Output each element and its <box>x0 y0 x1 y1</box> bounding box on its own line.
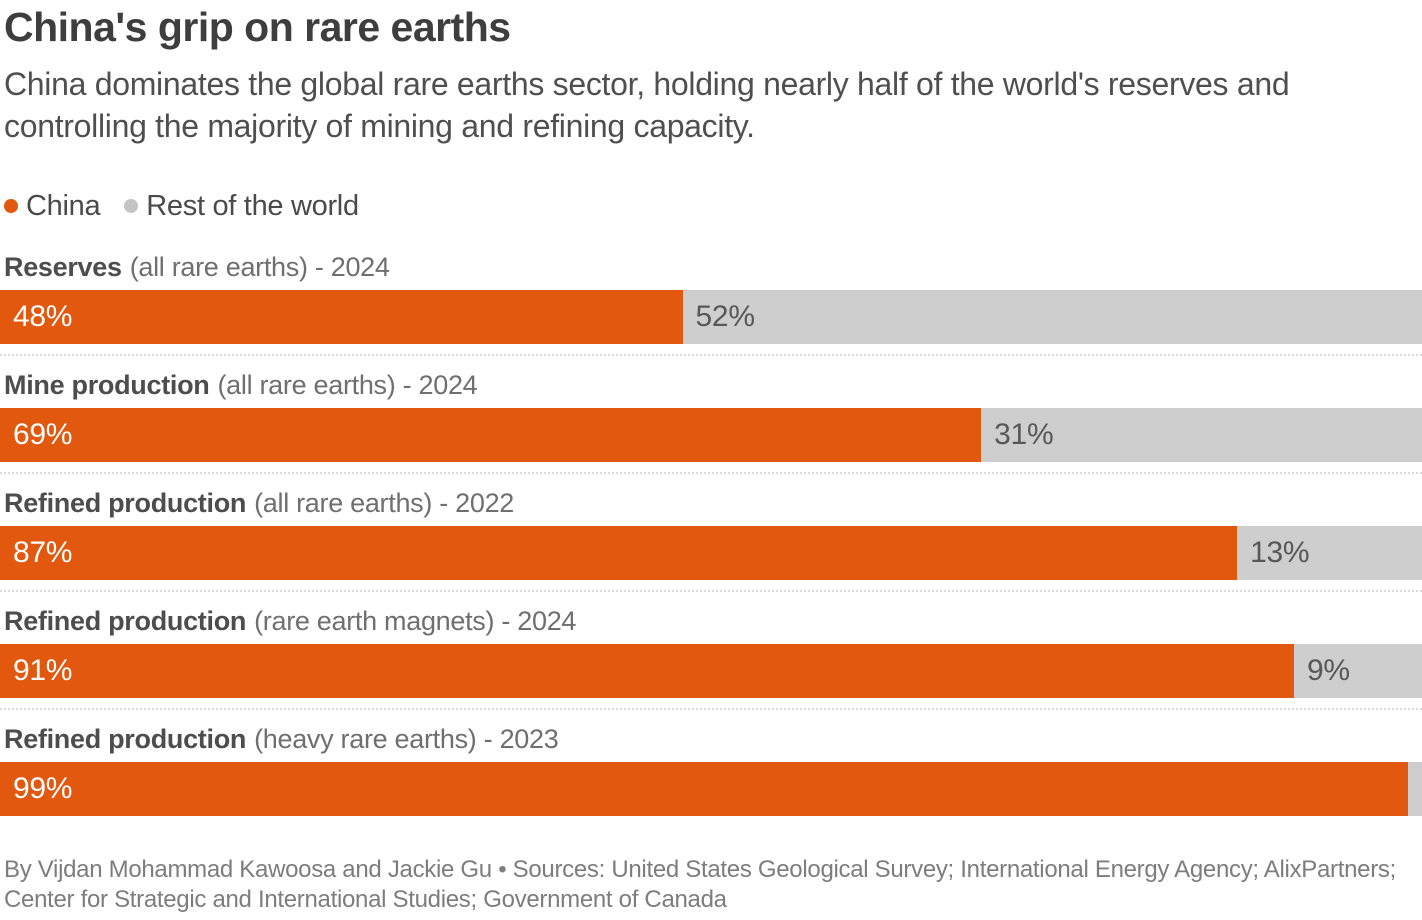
stacked-bar: 91% 9% <box>0 644 1422 698</box>
stacked-bar: 99% <box>0 762 1422 816</box>
bar-segment-china: 99% <box>0 762 1408 816</box>
legend-dot-china-icon <box>4 199 18 213</box>
dotted-separator <box>0 472 1422 474</box>
bar-segment-china: 69% <box>0 408 982 462</box>
legend: China Rest of the world <box>4 189 1422 223</box>
bar-row-label: Mine production (all rare earths) - 2024 <box>4 370 478 400</box>
bar-row: Refined production (rare earth magnets) -… <box>0 606 1422 710</box>
bar-row: Reserves (all rare earths) - 2024 48% 52% <box>0 252 1422 356</box>
bar-segment-rest: 13% <box>1237 526 1422 580</box>
bar-segment-rest: 52% <box>682 290 1422 344</box>
bar-segment-rest: 31% <box>981 408 1422 462</box>
bar-row-label: Refined production (all rare earths) - 20… <box>4 488 515 518</box>
dotted-separator <box>0 354 1422 356</box>
bar-rows: Reserves (all rare earths) - 2024 48% 52%… <box>0 252 1422 816</box>
bar-segment-rest <box>1407 762 1422 816</box>
bar-segment-china: 91% <box>0 644 1295 698</box>
stacked-bar: 48% 52% <box>0 290 1422 344</box>
stacked-bar: 69% 31% <box>0 408 1422 462</box>
footer-line2: Center for Strategic and International S… <box>4 886 727 913</box>
legend-label-rest: Rest of the world <box>146 189 359 222</box>
bar-segment-rest: 9% <box>1294 644 1422 698</box>
bar-row-label: Refined production (heavy rare earths) - … <box>4 724 559 754</box>
dotted-separator <box>0 590 1422 592</box>
legend-item-rest: Rest of the world <box>124 190 359 223</box>
bar-row: Refined production (heavy rare earths) - … <box>0 724 1422 816</box>
footer-line1: By Vijdan Mohammad Kawoosa and Jackie Gu… <box>4 856 1396 883</box>
bar-row: Refined production (all rare earths) - 20… <box>0 488 1422 592</box>
chart-title: China's grip on rare earths <box>4 4 511 50</box>
footer-credits: By Vijdan Mohammad Kawoosa and Jackie Gu… <box>4 855 1422 915</box>
stacked-bar: 87% 13% <box>0 526 1422 580</box>
bar-row-label: Reserves (all rare earths) - 2024 <box>4 252 390 282</box>
dotted-separator <box>0 708 1422 710</box>
legend-item-china: China <box>4 189 101 223</box>
bar-row-label: Refined production (rare earth magnets) -… <box>4 606 577 636</box>
bar-segment-china: 48% <box>0 290 683 344</box>
bar-row: Mine production (all rare earths) - 2024 … <box>0 370 1422 474</box>
chart-subtitle: China dominates the global rare earths s… <box>4 66 1290 144</box>
legend-label-china: China <box>26 189 101 222</box>
legend-dot-rest-icon <box>124 199 139 213</box>
bar-segment-china: 87% <box>0 526 1238 580</box>
